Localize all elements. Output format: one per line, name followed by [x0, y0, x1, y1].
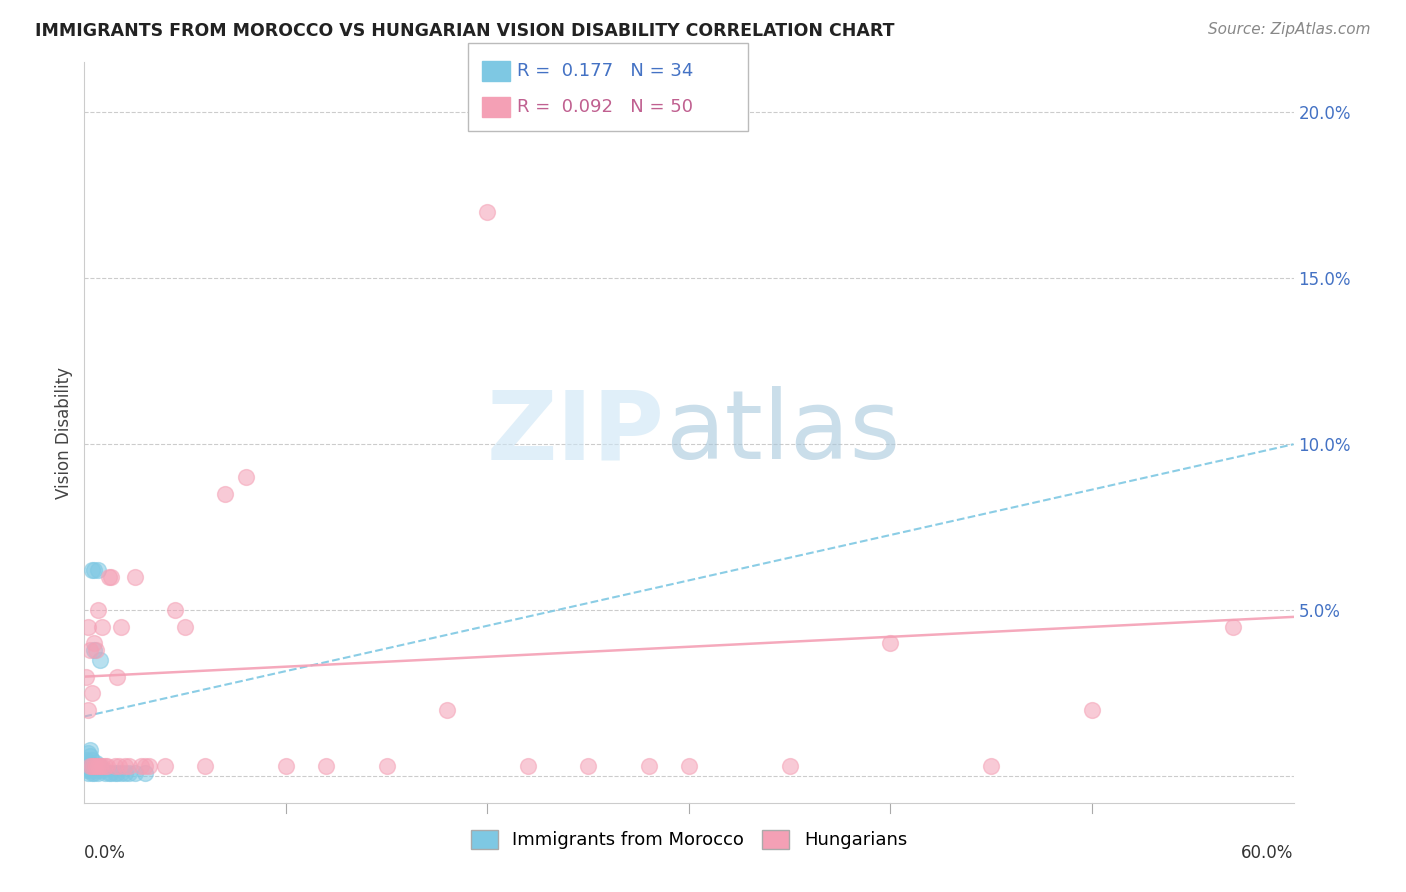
Text: 60.0%: 60.0%	[1241, 844, 1294, 862]
Point	[87, 563, 110, 577]
Point	[83, 759, 105, 773]
Point	[96, 759, 118, 773]
Point	[107, 759, 129, 773]
Point	[97, 570, 120, 584]
Point	[89, 653, 111, 667]
Point	[75, 670, 97, 684]
Point	[79, 756, 101, 770]
Point	[165, 603, 187, 617]
Point	[124, 766, 146, 780]
Text: atlas: atlas	[665, 386, 900, 479]
Point	[1222, 620, 1244, 634]
Point	[77, 766, 100, 780]
Text: 0.0%: 0.0%	[84, 844, 127, 862]
Point	[79, 759, 101, 773]
Point	[83, 643, 105, 657]
Point	[77, 759, 100, 773]
Point	[86, 759, 108, 773]
Point	[134, 759, 156, 773]
Point	[104, 766, 127, 780]
Point	[1081, 703, 1104, 717]
Point	[77, 746, 100, 760]
Point	[214, 487, 236, 501]
Point	[124, 570, 146, 584]
Point	[82, 686, 104, 700]
Point	[110, 620, 132, 634]
Text: R =  0.177   N = 34: R = 0.177 N = 34	[517, 62, 693, 79]
Point	[82, 563, 104, 577]
Text: R =  0.092   N = 50: R = 0.092 N = 50	[517, 98, 693, 116]
Point	[86, 756, 108, 770]
Point	[436, 703, 458, 717]
Text: Source: ZipAtlas.com: Source: ZipAtlas.com	[1208, 22, 1371, 37]
Point	[93, 759, 115, 773]
Point	[83, 766, 105, 780]
Point	[87, 759, 110, 773]
Point	[138, 759, 160, 773]
Point	[79, 749, 101, 764]
Point	[129, 759, 152, 773]
Y-axis label: Vision Disability: Vision Disability	[55, 367, 73, 499]
Point	[83, 563, 105, 577]
Point	[174, 620, 197, 634]
Point	[86, 763, 108, 777]
Point	[110, 766, 132, 780]
Point	[678, 759, 700, 773]
Point	[105, 670, 128, 684]
Point	[235, 470, 257, 484]
Text: ZIP: ZIP	[486, 386, 665, 479]
Point	[779, 759, 801, 773]
Point	[576, 759, 599, 773]
Point	[980, 759, 1002, 773]
Point	[477, 204, 499, 219]
Point	[100, 570, 122, 584]
Point	[87, 766, 110, 780]
Point	[375, 759, 398, 773]
Point	[118, 759, 141, 773]
Point	[86, 643, 108, 657]
Point	[153, 759, 176, 773]
Point	[100, 766, 122, 780]
Point	[82, 759, 104, 773]
Point	[93, 766, 115, 780]
Point	[82, 753, 104, 767]
Point	[637, 759, 659, 773]
Point	[274, 759, 297, 773]
Point	[118, 766, 141, 780]
Point	[79, 742, 101, 756]
Point	[89, 759, 111, 773]
Point	[91, 759, 114, 773]
Point	[516, 759, 538, 773]
Point	[105, 766, 128, 780]
Point	[82, 766, 104, 780]
Point	[79, 763, 101, 777]
Point	[114, 759, 136, 773]
Point	[83, 759, 105, 773]
Point	[879, 636, 901, 650]
Point	[75, 763, 97, 777]
Legend: Immigrants from Morocco, Hungarians: Immigrants from Morocco, Hungarians	[464, 823, 914, 856]
Text: IMMIGRANTS FROM MOROCCO VS HUNGARIAN VISION DISABILITY CORRELATION CHART: IMMIGRANTS FROM MOROCCO VS HUNGARIAN VIS…	[35, 22, 894, 40]
Point	[83, 636, 105, 650]
Point	[194, 759, 217, 773]
Point	[97, 766, 120, 780]
Point	[91, 620, 114, 634]
Point	[87, 603, 110, 617]
Point	[315, 759, 337, 773]
Point	[79, 643, 101, 657]
Point	[89, 759, 111, 773]
Point	[77, 620, 100, 634]
Point	[77, 703, 100, 717]
Point	[104, 759, 127, 773]
Point	[82, 759, 104, 773]
Point	[75, 753, 97, 767]
Point	[114, 766, 136, 780]
Point	[91, 763, 114, 777]
Point	[134, 766, 156, 780]
